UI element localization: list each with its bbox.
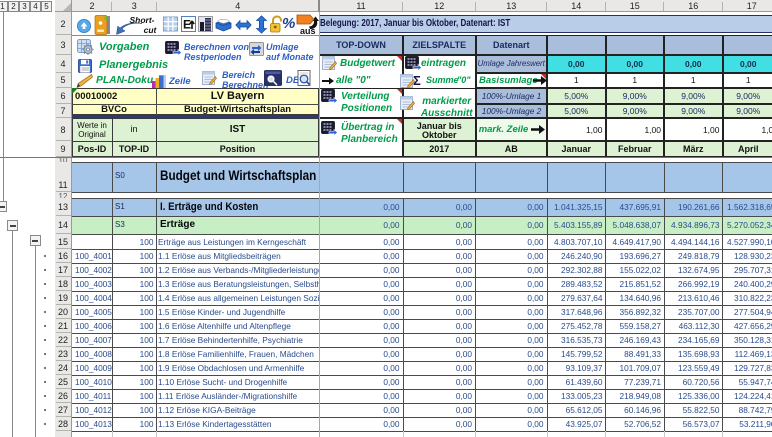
svg-text:aus: aus	[300, 26, 316, 35]
svg-text:E: E	[183, 18, 191, 32]
